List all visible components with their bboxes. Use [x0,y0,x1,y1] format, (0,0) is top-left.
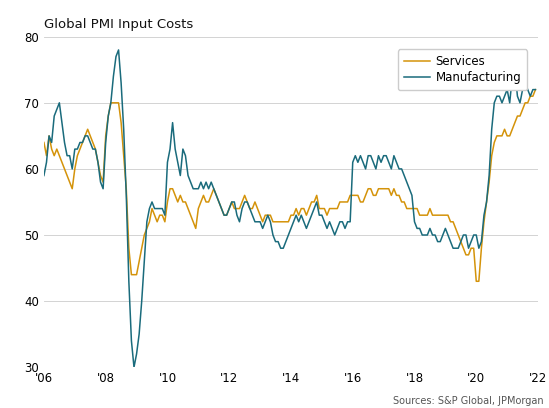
Services [321,206,328,211]
Manufacturing [249,213,256,217]
Services [239,200,245,204]
Legend: Services, Manufacturing: Services, Manufacturing [397,49,527,90]
Manufacturing [131,365,137,370]
Services [41,140,47,145]
Manufacturing [355,160,361,165]
Manufacturing [293,213,299,217]
Services [473,279,480,284]
Services [244,200,250,204]
Line: Manufacturing: Manufacturing [44,50,535,367]
Line: Services: Services [44,90,535,281]
Text: Global PMI Input Costs: Global PMI Input Costs [44,18,193,31]
Services [532,87,539,92]
Services [350,193,356,198]
Manufacturing [532,87,539,92]
Services [288,213,294,217]
Manufacturing [115,47,122,52]
Manufacturing [326,220,333,224]
Text: Sources: S&P Global, JPMorgan: Sources: S&P Global, JPMorgan [393,396,544,406]
Services [100,180,107,184]
Manufacturing [244,200,250,204]
Manufacturing [100,186,107,191]
Manufacturing [41,173,47,178]
